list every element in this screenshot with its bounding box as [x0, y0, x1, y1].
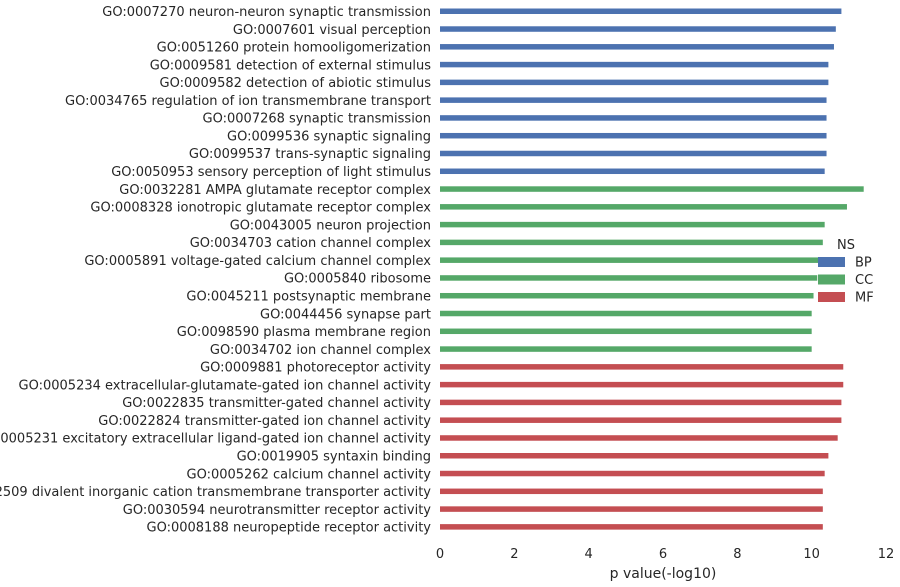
- x-tick-label: 6: [659, 547, 667, 562]
- category-label: GO:0008328 ionotropic glutamate receptor…: [90, 201, 431, 216]
- bar: [440, 115, 827, 121]
- category-label: GO:0098590 plasma membrane region: [177, 325, 431, 340]
- x-tick-label: 0: [436, 547, 444, 562]
- legend-swatch-mf: [818, 292, 845, 302]
- bar: [440, 186, 864, 192]
- category-label: GO:0005891 voltage-gated calcium channel…: [84, 254, 431, 269]
- legend-label-mf: MF: [855, 291, 874, 306]
- bar: [440, 168, 825, 175]
- category-label: GO:0072509 divalent inorganic cation tra…: [0, 485, 431, 500]
- category-label: GO:0007268 synaptic transmission: [203, 112, 431, 127]
- bar: [440, 364, 844, 370]
- bar: [440, 506, 823, 512]
- category-label: GO:0043005 neuron projection: [230, 218, 431, 233]
- x-tick-label: 10: [803, 547, 820, 562]
- bar: [440, 381, 844, 388]
- category-labels: GO:0007270 neuron-neuron synaptic transm…: [0, 5, 431, 536]
- legend-swatch-bp: [818, 257, 845, 267]
- category-label: GO:0034703 cation channel complex: [190, 236, 432, 251]
- legend-label-cc: CC: [855, 273, 873, 288]
- legend-title: NS: [837, 238, 855, 253]
- bar: [440, 524, 823, 530]
- category-label: GO:0022824 transmitter-gated ion channel…: [98, 414, 431, 429]
- bar: [440, 150, 827, 157]
- bar: [440, 417, 842, 423]
- category-label: GO:0034702 ion channel complex: [210, 343, 431, 358]
- bar: [440, 275, 818, 281]
- category-label: GO:0009581 detection of external stimulu…: [150, 58, 432, 73]
- category-label: GO:0007270 neuron-neuron synaptic transm…: [102, 5, 431, 20]
- x-tick-label: 4: [585, 547, 593, 562]
- category-label: GO:0045211 postsynaptic membrane: [186, 289, 431, 304]
- category-label: GO:0005262 calcium channel activity: [187, 467, 432, 482]
- bar: [440, 346, 812, 352]
- bar: [440, 61, 829, 68]
- category-label: GO:0034765 regulation of ion transmembra…: [65, 94, 431, 109]
- legend-swatch-cc: [818, 274, 845, 285]
- bar: [440, 132, 827, 139]
- x-tick-label: 12: [878, 547, 895, 562]
- bar: [440, 328, 812, 335]
- bar: [440, 453, 829, 459]
- bar: [440, 239, 823, 246]
- bar: [440, 435, 838, 441]
- category-label: GO:0050953 sensory perception of light s…: [111, 165, 431, 180]
- legend-label-bp: BP: [855, 256, 872, 271]
- x-tick-label: 8: [733, 547, 741, 562]
- category-label: GO:0008188 neuropeptide receptor activit…: [147, 521, 432, 536]
- bar: [440, 97, 827, 103]
- category-label: GO:0007601 visual perception: [233, 23, 431, 38]
- bar: [440, 310, 812, 317]
- category-label: GO:0009582 detection of abiotic stimulus: [160, 76, 432, 91]
- category-label: GO:0009881 photoreceptor activity: [200, 361, 431, 376]
- bar: [440, 79, 829, 86]
- bar: [440, 470, 825, 477]
- category-label: GO:0030594 neurotransmitter receptor act…: [123, 503, 432, 518]
- category-label: GO:0005231 excitatory extracellular liga…: [0, 432, 431, 447]
- bars: [440, 8, 864, 530]
- x-axis-title: p value(-log10): [610, 566, 717, 582]
- category-label: GO:0099536 synaptic signaling: [227, 129, 431, 144]
- category-label: GO:0044456 synapse part: [260, 307, 431, 322]
- bar: [440, 488, 823, 495]
- legend: NS BP CC MF: [818, 238, 874, 306]
- bar: [440, 257, 820, 263]
- bar: [440, 26, 836, 32]
- bar: [440, 8, 842, 14]
- bar: [440, 399, 842, 406]
- category-label: GO:0005840 ribosome: [284, 272, 431, 287]
- category-label: GO:0005234 extracellular-glutamate-gated…: [19, 378, 432, 393]
- category-label: GO:0051260 protein homooligomerization: [157, 41, 431, 56]
- bar: [440, 292, 814, 299]
- x-tick-label: 2: [510, 547, 518, 562]
- category-label: GO:0099537 trans-synaptic signaling: [189, 147, 431, 162]
- category-label: GO:0032281 AMPA glutamate receptor compl…: [119, 183, 431, 198]
- category-label: GO:0019905 syntaxin binding: [237, 450, 431, 465]
- bar: [440, 44, 834, 50]
- bar: [440, 221, 825, 228]
- bar: [440, 204, 847, 210]
- x-axis-ticks: 0 2 4 6 8 10 12: [436, 547, 894, 562]
- category-label: GO:0022835 transmitter-gated channel act…: [122, 396, 431, 411]
